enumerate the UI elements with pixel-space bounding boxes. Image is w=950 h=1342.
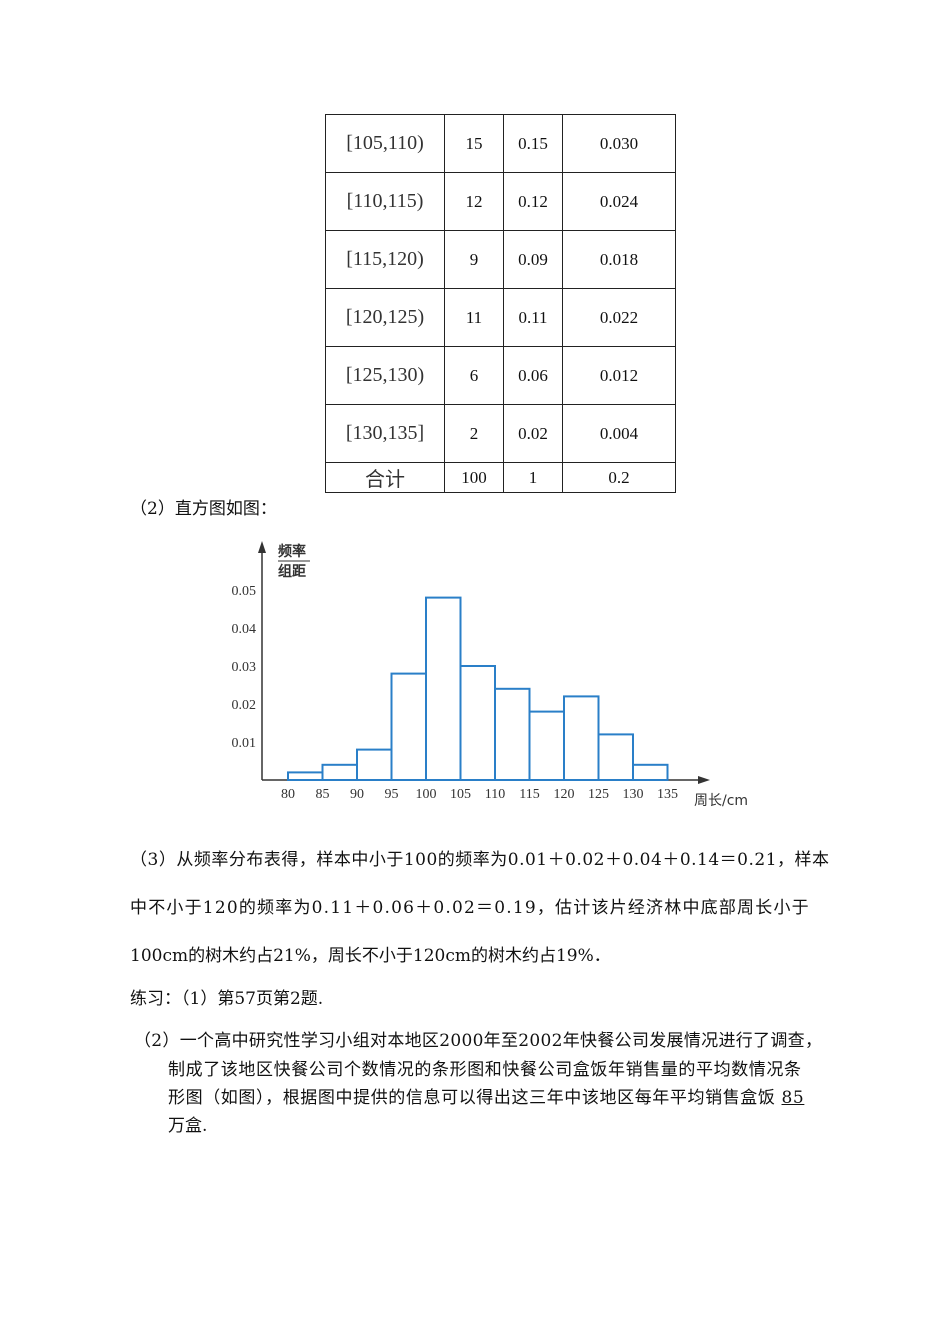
table-cell: 11 [444,288,504,347]
table-cell: 0.004 [562,404,676,463]
x-tick-label: 130 [623,787,644,802]
histogram-bar [356,748,393,782]
x-tick-label: 125 [588,787,609,802]
table-total-row: 合计 100 1 0.2 [325,462,676,493]
part2-label: （2）直方图如图： [130,499,277,519]
table-cell: 合计 [325,462,445,493]
x-axis-arrow-icon [698,776,710,784]
x-tick-label: 135 [657,787,678,802]
table-cell: [105,110) [325,114,445,173]
x-tick-label: 115 [519,787,539,802]
part3-line3: 100cm的树木约占21%，周长不小于120cm的树木约占19%． [130,946,611,966]
histogram-bar [494,687,531,781]
y-label-bottom: 组距 [278,563,306,580]
x-tick-label: 85 [316,787,330,802]
table-cell: 0.024 [562,172,676,231]
table-cell: 2 [444,404,504,463]
part3-line2: 中不小于120的频率为0.11＋0.06＋0.02＝0.19，估计该片经济林中底… [130,898,810,918]
y-tick-label: 0.03 [232,660,257,675]
exercise-p2-line3: 形图（如图），根据图中提供的信息可以得出这三年中该地区每年平均销售盒饭 85 [168,1083,804,1108]
table-row: [110,115) 12 0.12 0.024 [325,172,676,231]
x-tick-label: 105 [450,787,471,802]
table-cell: 0.030 [562,114,676,173]
exercise-p2-line2: 制成了该地区快餐公司个数情况的条形图和快餐公司盒饭年销售量的平均数情况条 [168,1060,802,1080]
histogram-bar [563,695,600,781]
x-tick-label: 100 [416,787,437,802]
part3-line1: （3）从频率分布表得，样本中小于100的频率为0.01＋0.02＋0.04＋0.… [130,850,830,870]
table-cell: 0.2 [562,462,676,493]
table-cell: 0.09 [503,230,563,289]
y-tick-label: 0.05 [232,584,257,599]
x-axis-label: 周长/cm [694,793,748,809]
histogram-bar [425,596,462,781]
table-cell: [125,130) [325,346,445,405]
exercise-line1: 练习：（1）第57页第2题. [130,989,324,1009]
table-cell: 0.018 [562,230,676,289]
histogram-bar [390,672,427,782]
y-tick-label: 0.02 [232,698,257,713]
x-tick-label: 95 [385,787,399,802]
table-row: [125,130) 6 0.06 0.012 [325,346,676,405]
x-tick-label: 110 [485,787,505,802]
table-row: [115,120) 9 0.09 0.018 [325,230,676,289]
y-axis-arrow-icon [258,541,266,553]
histogram-bar [459,665,496,781]
histogram-bar [287,771,324,781]
exercise-p2-line3-text: 形图（如图），根据图中提供的信息可以得出这三年中该地区每年平均销售盒饭 [168,1088,776,1108]
table-cell: 0.06 [503,346,563,405]
exercise-p2-line1: （2）一个高中研究性学习小组对本地区2000年至2002年快餐公司发展情况进行了… [134,1031,823,1051]
table-cell: [130,135] [325,404,445,463]
table-cell: 100 [444,462,504,493]
y-label-top: 频率 [278,543,306,560]
answer-blank: 85 [781,1088,805,1108]
table-cell: 0.02 [503,404,563,463]
x-tick-label: 120 [554,787,575,802]
table-cell: [115,120) [325,230,445,289]
table-cell: 0.012 [562,346,676,405]
histogram-bar [528,710,565,782]
table-row: [130,135] 2 0.02 0.004 [325,404,676,463]
table-cell: 12 [444,172,504,231]
table-cell: 0.022 [562,288,676,347]
table-cell: 9 [444,230,504,289]
table-cell: 15 [444,114,504,173]
table-cell: 0.12 [503,172,563,231]
y-tick-label: 0.01 [232,736,257,751]
y-tick-label: 0.04 [232,622,257,637]
table-cell: [120,125) [325,288,445,347]
x-tick-label: 80 [281,787,295,802]
exercise-p2-line4: 万盒. [168,1116,208,1136]
table-cell: [110,115) [325,172,445,231]
table-row: [120,125) 11 0.11 0.022 [325,288,676,347]
x-tick-label: 90 [350,787,364,802]
table-cell: 0.15 [503,114,563,173]
table-row: [105,110) 15 0.15 0.030 [325,114,676,173]
table-cell: 0.11 [503,288,563,347]
table-cell: 6 [444,346,504,405]
histogram-bar [632,763,669,782]
table-cell: 1 [503,462,563,493]
histogram-bar [597,733,634,781]
histogram-bar [321,763,358,782]
frequency-table: [105,110) 15 0.15 0.030 [110,115) 12 0.12 0.024… [325,114,676,493]
